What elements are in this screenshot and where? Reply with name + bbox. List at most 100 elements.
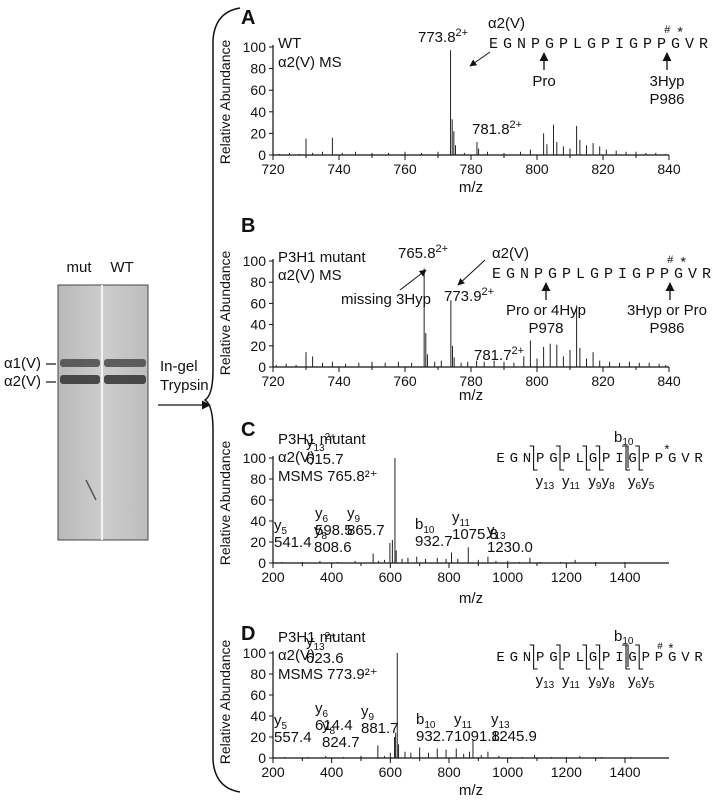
panel-b-xlabel: m/z <box>459 387 483 404</box>
panel-b-label: B <box>241 215 255 237</box>
panel-c-y-ion-label: y9 <box>588 473 602 492</box>
panel-c-ion-value: 1230.0 <box>487 539 533 556</box>
panel-c: C Relative Abundance P3H1 mutant α2(V) M… <box>217 419 703 607</box>
panel-d-seq-residue: G <box>549 650 557 666</box>
panel-c-y-cleavage <box>582 445 591 471</box>
panel-a-seq-ann-3hyp-2: P986 <box>649 91 684 108</box>
panel-d-y-cleavage <box>529 644 538 670</box>
panel-b-ytick-label: 0 <box>258 359 266 375</box>
panel-b-seq-ann-3hyp-2: P986 <box>649 320 684 337</box>
panel-b-seq-title: α2(V) <box>492 245 529 262</box>
panel-c-xtick-label: 400 <box>320 569 344 585</box>
panel-d-seq-mark-star: * <box>667 642 675 657</box>
panel-d-xtick-label: 800 <box>437 764 461 780</box>
panel-c-ytick-label: 20 <box>250 534 266 550</box>
panel-c-ytick-label: 40 <box>250 513 266 529</box>
panel-c-ion-label: y13 <box>487 522 506 542</box>
gel-band-label-a2: α2(V) <box>4 373 41 390</box>
panel-c-y-cleavage <box>595 445 604 471</box>
panel-d-seq-residue: R <box>694 650 703 666</box>
panel-c-xtick-label: 1000 <box>492 569 523 585</box>
panel-c-ion-label: b10 <box>415 516 435 536</box>
panel-c-label: C <box>241 419 255 441</box>
panel-d-seq-residue: V <box>681 650 690 666</box>
panel-d-xtick-label: 600 <box>379 764 403 780</box>
panel-d-y-ion-label: y6 <box>628 672 642 691</box>
panel-b-peak-label-1: 765.82+ <box>398 243 448 262</box>
panel-b-info-2: α2(V) MS <box>278 267 342 284</box>
panel-d-b-ion-label: b10 <box>614 628 634 647</box>
panel-b-xtick-label: 760 <box>393 373 417 389</box>
panel-c-y-cleavage <box>529 445 538 471</box>
panel-d-ion-label: y9 <box>361 703 375 723</box>
panel-b-seq-mark-hash: # <box>667 255 674 267</box>
panel-d-seq-mark-hash: # <box>657 642 663 653</box>
panel-c-info-3: MSMS 765.8²⁺ <box>278 468 378 485</box>
panel-c-seq-residue: E <box>496 451 504 467</box>
panel-a-xtick-label: 760 <box>393 161 417 177</box>
panel-d-ion-label: b10 <box>416 711 436 731</box>
panel-d-ion-label: y11 <box>454 711 472 731</box>
panel-c-xtick-label: 1400 <box>609 569 640 585</box>
panel-d-xtick-label: 400 <box>320 764 344 780</box>
panel-d-xtick-label: 1000 <box>492 764 523 780</box>
panel-a-ytick-label: 0 <box>258 147 266 163</box>
panel-a-peak-arrow-1 <box>469 51 491 67</box>
panel-c-seq-residue: N <box>523 451 531 467</box>
panel-a-xtick-label: 740 <box>327 161 351 177</box>
panel-c-seq-residue: G <box>628 451 636 467</box>
gel-image: mut WT α1(V) α2(V) <box>4 259 149 541</box>
panel-c-seq-residue: P <box>562 451 570 467</box>
panel-d-seq-residue: P <box>602 650 610 666</box>
panel-c-seq-residue: V <box>681 451 690 467</box>
panel-d-ion-label: y8 <box>322 717 336 737</box>
panel-b-missing-arrow <box>399 269 427 291</box>
panel-c-y-ion-label: y13 <box>536 473 555 492</box>
panel-d-b-cleavage <box>622 644 629 667</box>
gel-band-a1-mut <box>60 359 100 367</box>
brace <box>203 7 241 793</box>
panel-b-ytick-label: 80 <box>250 274 266 290</box>
panel-b-ytick-label: 40 <box>250 317 266 333</box>
panel-d-seq-residue: P <box>536 650 544 666</box>
panel-c-ion-value: 598.5 <box>315 522 353 539</box>
panel-d-seq-residue: G <box>628 650 636 666</box>
panel-d-seq-residue: P <box>655 650 663 666</box>
panel-d-seq-residue: P <box>642 650 650 666</box>
panel-d-seq-residue: E <box>496 650 504 666</box>
panel-d-xtick-label: 1200 <box>551 764 582 780</box>
panel-d-ytick-label: 0 <box>258 750 266 766</box>
panel-c-ion-value: 932.7 <box>415 533 453 550</box>
panel-a-seq-ann-pro: Pro <box>532 73 555 90</box>
panel-d-ion-value: 881.7 <box>361 720 399 737</box>
panel-d-ion-label: y6 <box>315 700 329 720</box>
panel-d-ytick-label: 60 <box>250 687 266 703</box>
panel-d-ion-value: 1245.9 <box>491 728 537 745</box>
panel-a-ytick-label: 100 <box>243 39 267 55</box>
panel-c-xtick-label: 800 <box>437 569 461 585</box>
panel-b-xtick-label: 840 <box>657 373 681 389</box>
panel-d: D Relative Abundance P3H1 mutant α2(V) M… <box>217 623 703 799</box>
panel-a-ylabel: Relative Abundance <box>217 40 233 165</box>
panel-c-ion-label: y6 <box>315 505 329 525</box>
panel-b-xtick-label: 720 <box>261 373 285 389</box>
gel-artifact <box>85 479 97 501</box>
panel-a-xtick-label: 720 <box>261 161 285 177</box>
panel-c-ion-label: y8 <box>314 522 328 542</box>
panel-b-peak-label-2: 773.92+ <box>444 286 494 305</box>
panel-a-ytick-label: 80 <box>250 61 266 77</box>
panel-d-y-ion-label: y9 <box>588 672 602 691</box>
panel-c-ion-value: 1075.8 <box>452 526 498 543</box>
panel-a-peak-label-1: 773.82+ <box>418 27 468 46</box>
panel-c-ion-value: 865.7 <box>347 522 385 539</box>
panel-c-ion-label: y5 <box>274 517 288 537</box>
panel-b-seq-mark-star: * <box>679 256 687 272</box>
panel-c-seq-residue: R <box>694 451 703 467</box>
panel-c-xtick-label: 200 <box>261 569 285 585</box>
panel-b-info-1: P3H1 mutant <box>278 249 366 266</box>
panel-d-ion-value: 932.7 <box>416 728 454 745</box>
panel-b-ytick-label: 20 <box>250 338 266 354</box>
panel-c-seq-mark-star: * <box>663 443 671 458</box>
